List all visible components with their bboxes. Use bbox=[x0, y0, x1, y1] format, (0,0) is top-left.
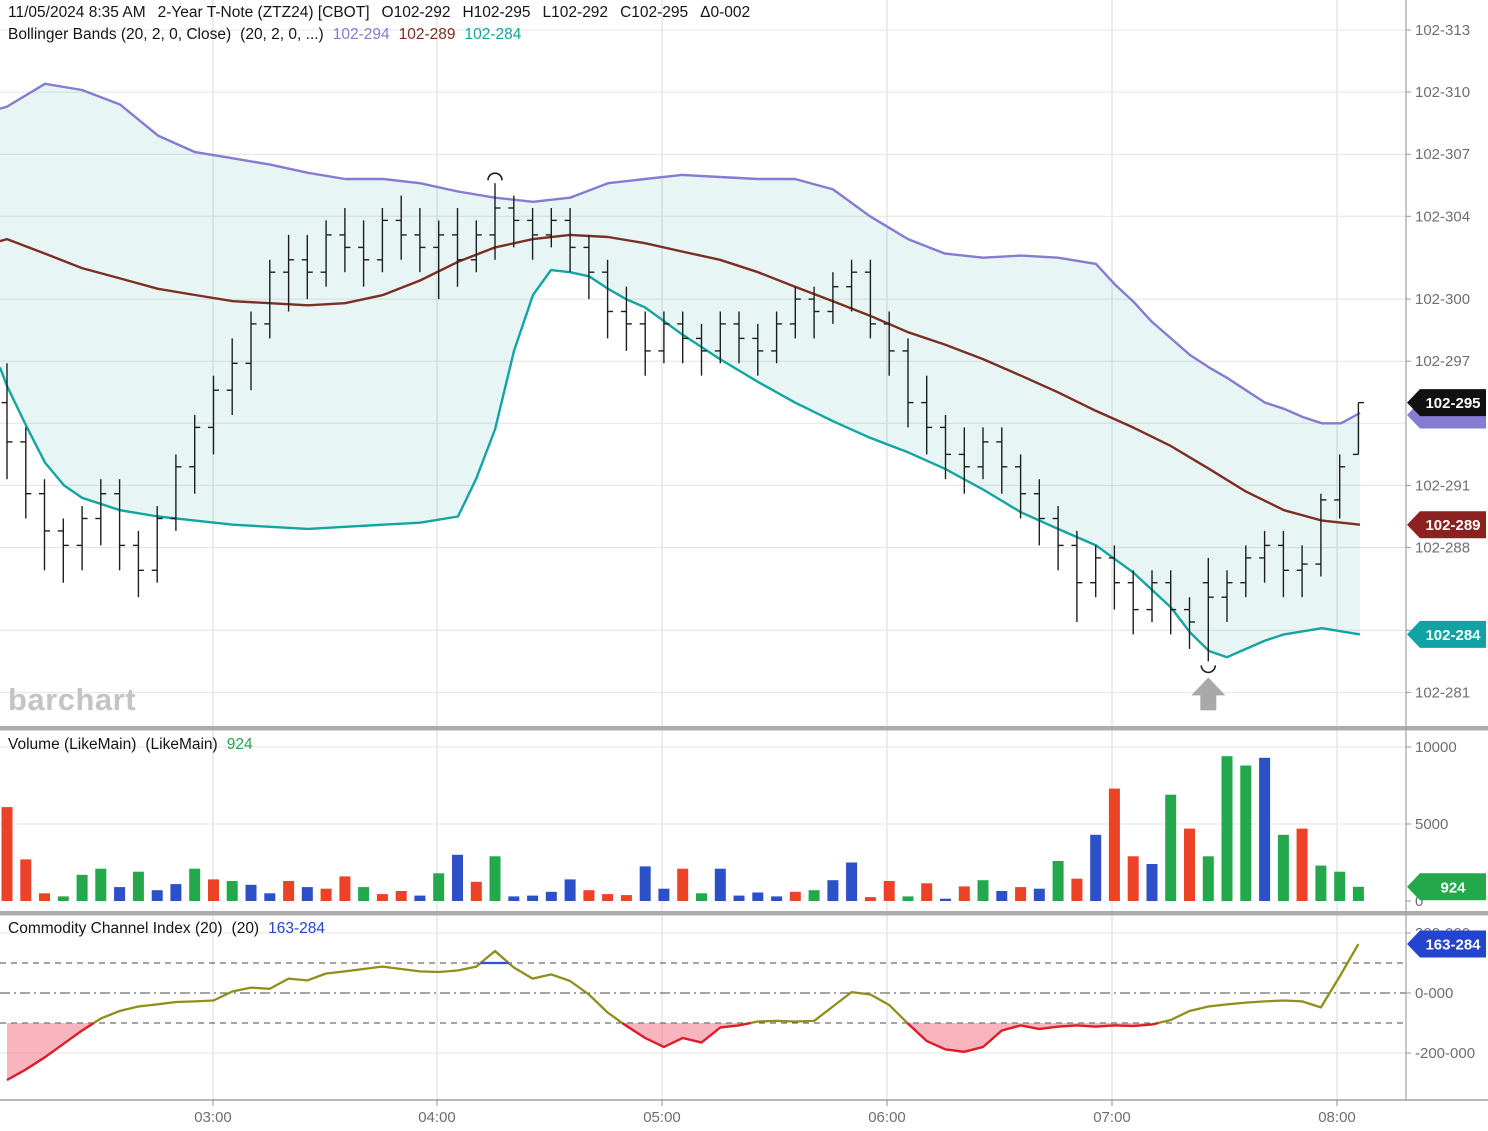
svg-text:07:00: 07:00 bbox=[1093, 1109, 1131, 1126]
svg-text:05:00: 05:00 bbox=[643, 1109, 681, 1126]
panel-divider[interactable] bbox=[0, 726, 1488, 731]
svg-text:924: 924 bbox=[1440, 879, 1466, 896]
svg-text:102-289: 102-289 bbox=[1425, 517, 1480, 534]
cci-badge: 163-284 bbox=[1407, 930, 1486, 958]
svg-text:102-295: 102-295 bbox=[1425, 395, 1480, 412]
svg-text:04:00: 04:00 bbox=[418, 1109, 456, 1126]
price-gridlines bbox=[0, 29, 1406, 693]
svg-text:0: 0 bbox=[1415, 893, 1423, 910]
volume-bars bbox=[1, 756, 1364, 901]
svg-text:03:00: 03:00 bbox=[194, 1109, 232, 1126]
price-bars bbox=[1, 183, 1364, 662]
svg-text:102-304: 102-304 bbox=[1415, 208, 1470, 225]
bollinger-upper-band bbox=[0, 82, 1361, 425]
up-arrow-signal bbox=[1191, 677, 1226, 711]
svg-text:102-313: 102-313 bbox=[1415, 22, 1470, 39]
svg-text:102-310: 102-310 bbox=[1415, 84, 1470, 101]
svg-text:102-307: 102-307 bbox=[1415, 146, 1470, 163]
time-axis-labels[interactable]: 03:00 04:00 05:00 06:00 07:00 08:00 bbox=[194, 1100, 1356, 1126]
bb-lower-badge: 102-284 bbox=[1407, 620, 1486, 648]
svg-text:163-284: 163-284 bbox=[1425, 937, 1481, 954]
bollinger-band-fill bbox=[0, 83, 1360, 658]
svg-text:102-300: 102-300 bbox=[1415, 291, 1470, 308]
cci-oversold-fill bbox=[622, 1023, 751, 1047]
svg-text:08:00: 08:00 bbox=[1318, 1109, 1356, 1126]
cci-oversold-fill bbox=[907, 1023, 1159, 1052]
svg-text:-200-000: -200-000 bbox=[1415, 1045, 1475, 1062]
cci-gridlines bbox=[0, 932, 1406, 1054]
bollinger-middle-band bbox=[0, 233, 1361, 526]
low-arc-marker bbox=[1200, 665, 1217, 674]
panel-divider[interactable] bbox=[0, 911, 1488, 916]
cci-line-oversold bbox=[621, 1021, 751, 1049]
last-price-badge: 102-295 bbox=[1407, 389, 1486, 417]
bb-middle-badge: 102-289 bbox=[1407, 511, 1486, 539]
svg-text:102-284: 102-284 bbox=[1425, 627, 1481, 644]
bollinger-lower-band bbox=[0, 268, 1361, 659]
svg-text:102-288: 102-288 bbox=[1415, 540, 1470, 557]
cci-line-oversold bbox=[906, 1021, 1159, 1053]
svg-text:102-281: 102-281 bbox=[1415, 684, 1470, 701]
svg-text:10000: 10000 bbox=[1415, 739, 1457, 756]
svg-text:102-291: 102-291 bbox=[1415, 477, 1470, 494]
svg-text:06:00: 06:00 bbox=[868, 1109, 906, 1126]
svg-text:102-297: 102-297 bbox=[1415, 353, 1470, 370]
svg-text:0-000: 0-000 bbox=[1415, 985, 1453, 1002]
hour-gridlines bbox=[212, 0, 1338, 1100]
watermark-logo: barchart bbox=[8, 682, 136, 717]
volume-badge: 924 bbox=[1407, 873, 1486, 901]
svg-text:5000: 5000 bbox=[1415, 816, 1448, 833]
high-arc-marker bbox=[487, 172, 503, 181]
cci-line-oversold bbox=[6, 1022, 95, 1082]
